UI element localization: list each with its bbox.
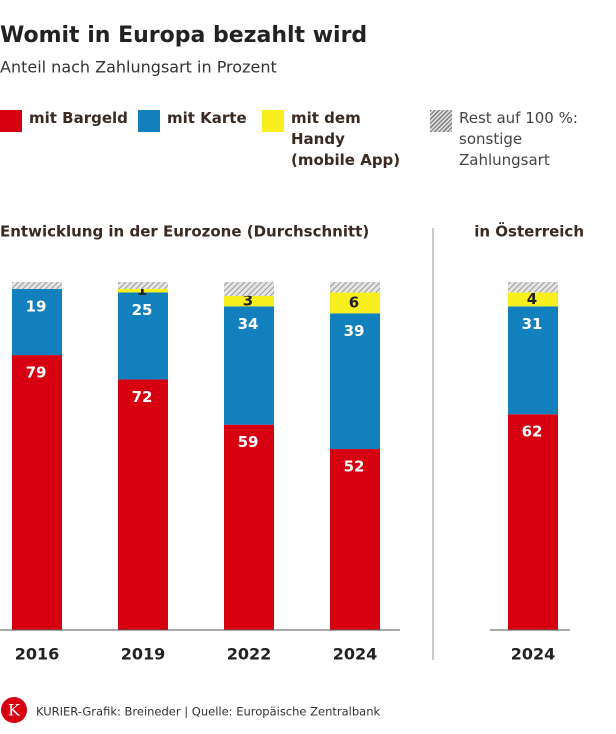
bar-segment: [508, 282, 558, 293]
legend-swatch: [0, 110, 22, 132]
value-label: 52: [344, 458, 365, 476]
value-label: 59: [238, 433, 259, 451]
bar-segment: [118, 282, 168, 289]
title: Womit in Europa bezahlt wird: [0, 23, 367, 48]
subtitle: Anteil nach Zahlungsart in Prozent: [0, 58, 277, 77]
source: KURIER-Grafik: Breineder | Quelle: Europ…: [36, 705, 381, 719]
bar-segment: [118, 288, 168, 293]
value-label: 31: [522, 315, 543, 333]
bar-segment: [224, 306, 274, 425]
value-label: 34: [238, 315, 259, 333]
bar-segment: [224, 282, 274, 296]
bar-segment: [118, 292, 168, 380]
value-label: 62: [522, 423, 543, 441]
bar-segment: [118, 379, 168, 630]
x-tick-label: 2016: [15, 645, 60, 664]
value-label: 6: [349, 293, 359, 311]
value-label: 4: [527, 290, 537, 308]
value-label: 1: [137, 281, 147, 299]
value-label: 25: [132, 301, 153, 319]
value-label: 79: [26, 364, 47, 382]
legend-swatch: [138, 110, 160, 132]
value-label: 72: [132, 388, 153, 406]
x-tick-label: 2024: [333, 645, 378, 664]
bar-segment: [508, 292, 558, 307]
x-tick-label: 2019: [121, 645, 166, 664]
legend-label: Rest auf 100 %: sonstige Zahlungsart: [459, 109, 578, 169]
logo: K: [8, 701, 21, 720]
bar-segment: [330, 449, 380, 630]
legend-label: mit Bargeld: [29, 109, 128, 127]
bar-segment: [330, 292, 380, 314]
bar-segment: [508, 306, 558, 415]
bar-segment: [12, 355, 62, 630]
bar-segment: [224, 424, 274, 630]
bar-segment: [330, 313, 380, 450]
legend-swatch: [262, 110, 284, 132]
bar-segment: [508, 414, 558, 630]
legend-swatch: [430, 110, 452, 132]
value-label: 39: [344, 322, 365, 340]
panel-title: in Österreich: [474, 222, 584, 241]
value-label: 19: [26, 297, 47, 315]
bar-segment: [224, 295, 274, 307]
x-tick-label: 2022: [227, 645, 272, 664]
panel-title: Entwicklung in der Eurozone (Durchschnit…: [0, 223, 369, 241]
bar-segment: [12, 282, 62, 289]
bar-segment: [12, 288, 62, 356]
logo-circle: [1, 697, 27, 723]
value-label: 3: [243, 292, 253, 310]
bar-segment: [330, 282, 380, 293]
x-tick-label: 2024: [511, 645, 556, 664]
legend-label: mit dem Handy (mobile App): [291, 109, 401, 169]
legend-label: mit Karte: [167, 109, 247, 127]
